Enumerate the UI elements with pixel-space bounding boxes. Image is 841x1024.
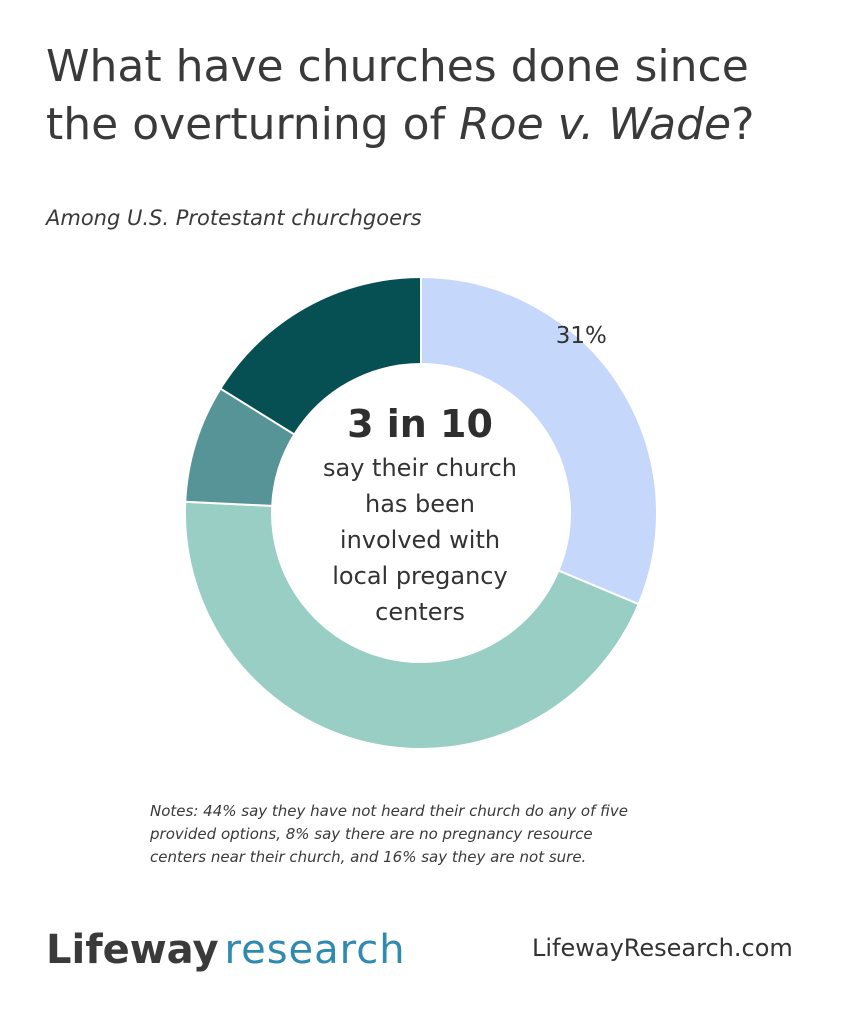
website-url: LifewayResearch.com bbox=[532, 934, 793, 962]
lifeway-research-logo: Lifeway research bbox=[46, 925, 406, 975]
logo-research-text: research bbox=[224, 927, 406, 973]
notes-line-1: Notes: 44% say they have not heard their… bbox=[150, 802, 628, 820]
center-line-1: say their church bbox=[323, 454, 517, 482]
donut-slice-1 bbox=[420, 275, 658, 606]
chart-title: What have churches done since the overtu… bbox=[46, 38, 826, 154]
title-line-2-prefix: the overturning of bbox=[46, 99, 460, 150]
center-line-3: involved with bbox=[339, 526, 501, 554]
center-description: say their church has been involved with … bbox=[270, 450, 570, 630]
title-line-2-suffix: ? bbox=[731, 99, 755, 150]
logo-lifeway-text: Lifeway bbox=[46, 927, 219, 973]
donut-slice-4 bbox=[219, 275, 422, 436]
chart-subtitle: Among U.S. Protestant churchgoers bbox=[46, 206, 422, 230]
donut-slice-1-label: 31% bbox=[556, 323, 607, 349]
donut-center-label: 3 in 10 say their church has been involv… bbox=[270, 398, 570, 630]
notes-line-2: provided options, 8% say there are no pr… bbox=[150, 825, 593, 843]
notes-line-3: centers near their church, and 16% say t… bbox=[150, 848, 587, 866]
center-headline: 3 in 10 bbox=[347, 402, 493, 446]
center-line-2: has been bbox=[364, 490, 476, 518]
chart-notes: Notes: 44% say they have not heard their… bbox=[150, 800, 710, 869]
center-line-4: local pregancy bbox=[332, 562, 508, 590]
donut-slice-2 bbox=[184, 500, 640, 750]
title-case-name: Roe v. Wade bbox=[459, 99, 732, 150]
center-line-5: centers bbox=[375, 598, 465, 626]
title-line-1: What have churches done since bbox=[46, 41, 749, 92]
